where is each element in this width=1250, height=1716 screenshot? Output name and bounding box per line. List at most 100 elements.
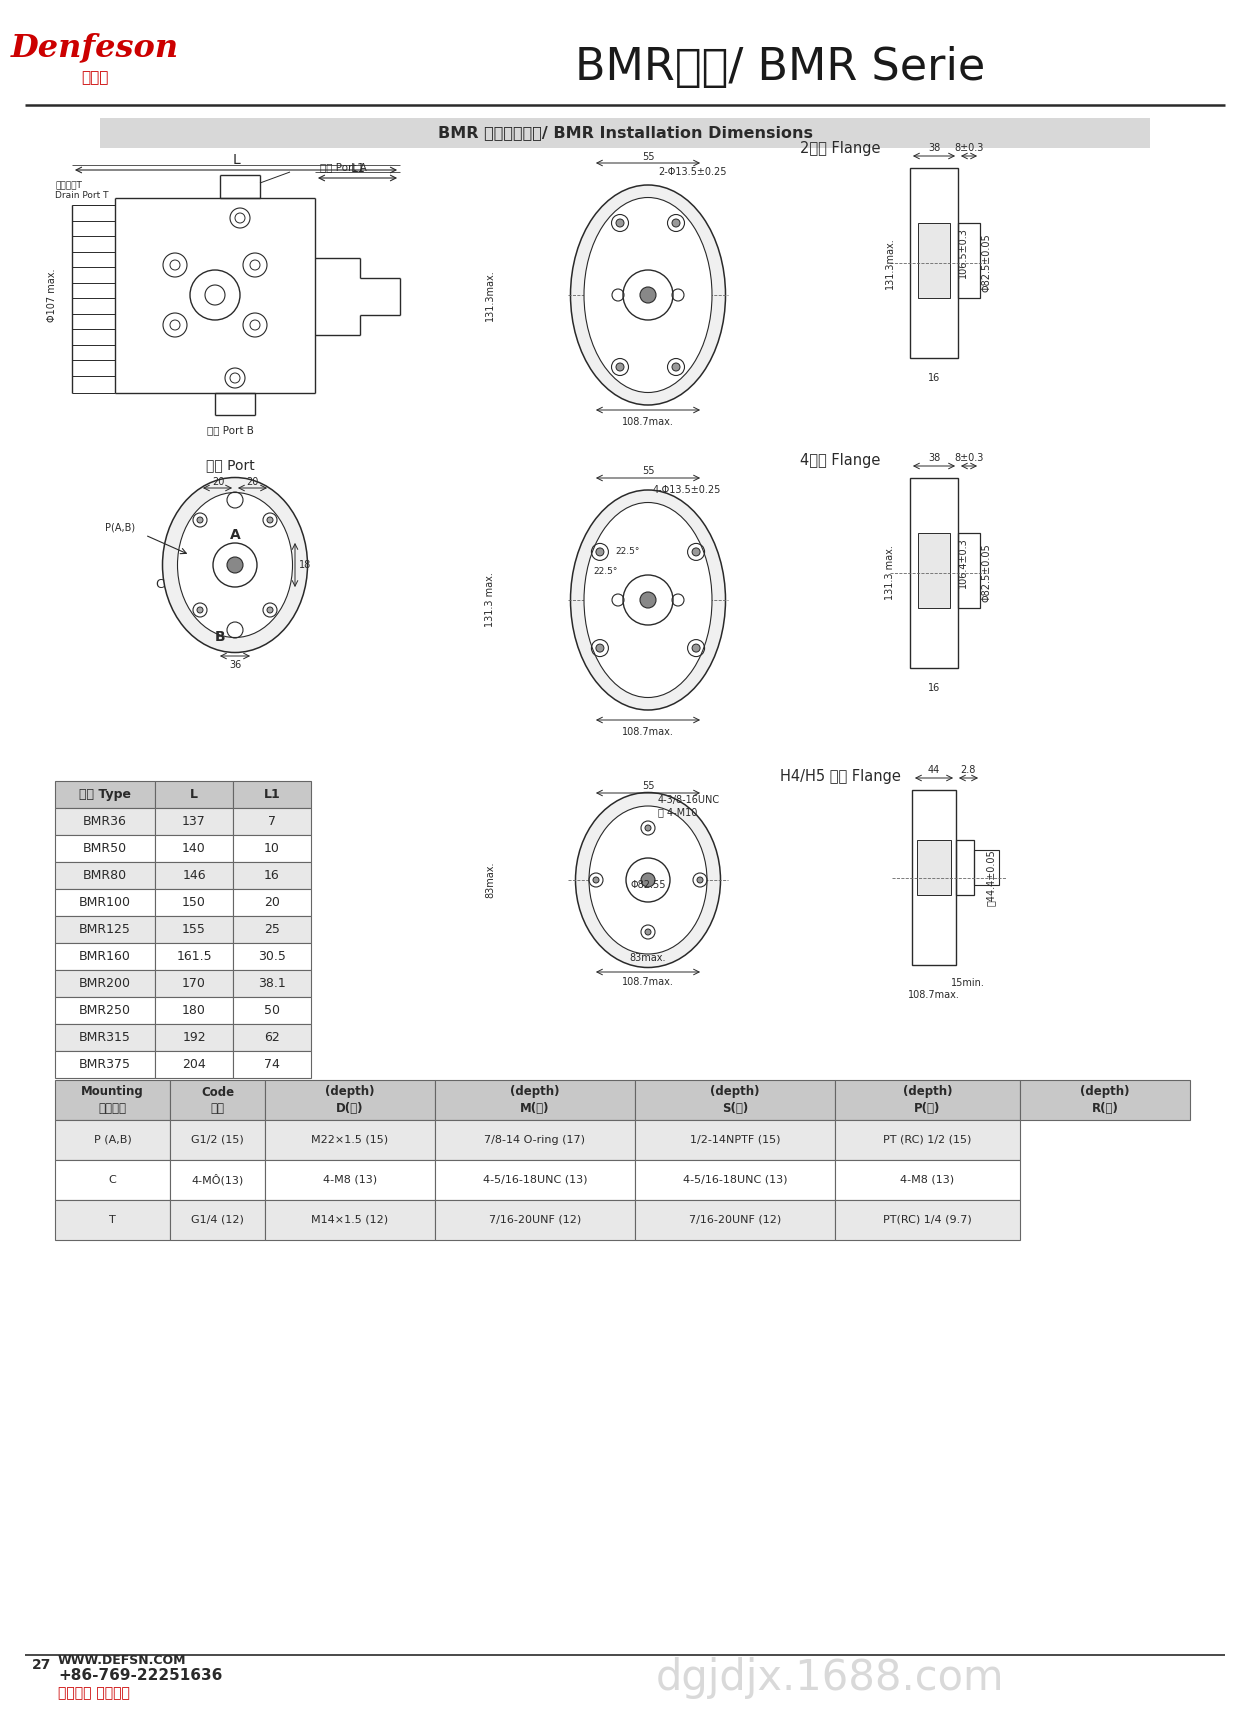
Text: 或 4-M10: 或 4-M10 bbox=[658, 807, 698, 817]
Circle shape bbox=[645, 825, 651, 831]
Bar bbox=[232, 861, 311, 889]
Text: 74: 74 bbox=[264, 1059, 280, 1071]
Text: ΢44.4±0.05: ΢44.4±0.05 bbox=[986, 849, 996, 906]
Text: 7/16-20UNF (12): 7/16-20UNF (12) bbox=[489, 1215, 581, 1225]
Text: 2.8: 2.8 bbox=[960, 765, 976, 776]
Text: 55: 55 bbox=[641, 781, 654, 791]
Bar bbox=[974, 849, 999, 885]
Bar bbox=[958, 534, 980, 607]
Bar bbox=[918, 223, 950, 299]
Bar bbox=[265, 1121, 435, 1160]
Text: BMR系列/ BMR Serie: BMR系列/ BMR Serie bbox=[575, 46, 985, 89]
Text: M14×1.5 (12): M14×1.5 (12) bbox=[311, 1215, 389, 1225]
Bar bbox=[155, 861, 232, 889]
Text: 108.7max.: 108.7max. bbox=[622, 976, 674, 987]
Bar bbox=[155, 889, 232, 916]
Circle shape bbox=[645, 928, 651, 935]
Text: 2法兰 Flange: 2法兰 Flange bbox=[800, 141, 880, 156]
Text: 170: 170 bbox=[182, 976, 206, 990]
Text: dgjdjx.1688.com: dgjdjx.1688.com bbox=[656, 1658, 1004, 1699]
Circle shape bbox=[592, 877, 599, 884]
Ellipse shape bbox=[575, 793, 720, 968]
Bar bbox=[435, 1079, 635, 1121]
Text: WWW.DEFSN.COM: WWW.DEFSN.COM bbox=[58, 1654, 186, 1666]
Text: G1/2 (15): G1/2 (15) bbox=[191, 1134, 244, 1145]
Bar bbox=[55, 1160, 170, 1199]
Text: M22×1.5 (15): M22×1.5 (15) bbox=[311, 1134, 389, 1145]
Text: 2-Φ13.5±0.25: 2-Φ13.5±0.25 bbox=[658, 166, 726, 177]
Bar bbox=[155, 836, 232, 861]
Text: BMR50: BMR50 bbox=[82, 843, 127, 855]
Text: 外漏油口T: 外漏油口T bbox=[55, 180, 82, 189]
Text: 油口 Port A: 油口 Port A bbox=[320, 161, 368, 172]
Text: 62: 62 bbox=[264, 1031, 280, 1043]
Circle shape bbox=[596, 547, 604, 556]
Bar bbox=[956, 841, 974, 896]
Text: BMR375: BMR375 bbox=[79, 1059, 131, 1071]
Text: 106.5±0.3: 106.5±0.3 bbox=[958, 228, 968, 278]
Bar bbox=[435, 1121, 635, 1160]
Text: Denfeson: Denfeson bbox=[11, 33, 179, 63]
Circle shape bbox=[640, 592, 656, 607]
Text: 155: 155 bbox=[182, 923, 206, 935]
Text: 55: 55 bbox=[641, 467, 654, 475]
Text: 4法兰 Flange: 4法兰 Flange bbox=[800, 453, 880, 467]
Bar bbox=[55, 1079, 170, 1121]
Text: BMR315: BMR315 bbox=[79, 1031, 131, 1043]
Text: 108.7max.: 108.7max. bbox=[622, 728, 674, 736]
Text: L1: L1 bbox=[264, 788, 280, 801]
Bar bbox=[55, 861, 155, 889]
Bar bbox=[232, 916, 311, 944]
Bar bbox=[55, 916, 155, 944]
Text: 18: 18 bbox=[299, 559, 311, 570]
Bar bbox=[100, 118, 1150, 148]
Bar bbox=[910, 479, 958, 668]
Bar bbox=[55, 1024, 155, 1050]
Text: P(深): P(深) bbox=[914, 1102, 941, 1114]
Text: Mounting: Mounting bbox=[81, 1086, 144, 1098]
Text: 22.5°: 22.5° bbox=[616, 547, 640, 556]
Ellipse shape bbox=[570, 185, 725, 405]
Text: (depth): (depth) bbox=[1080, 1086, 1130, 1098]
Bar bbox=[55, 1121, 170, 1160]
Text: 驱动世界 传动全球: 驱动世界 传动全球 bbox=[58, 1687, 130, 1701]
Text: 108.7max.: 108.7max. bbox=[622, 417, 674, 427]
Text: 连接形式: 连接形式 bbox=[99, 1102, 126, 1114]
Text: PT(RC) 1/4 (9.7): PT(RC) 1/4 (9.7) bbox=[882, 1215, 973, 1225]
Text: 注口 Port: 注口 Port bbox=[205, 458, 255, 472]
Bar bbox=[55, 1199, 170, 1241]
Text: 10: 10 bbox=[264, 843, 280, 855]
Circle shape bbox=[672, 220, 680, 227]
Text: 140: 140 bbox=[182, 843, 206, 855]
Text: 131.3max.: 131.3max. bbox=[485, 269, 495, 321]
Bar bbox=[155, 1024, 232, 1050]
Text: 161.5: 161.5 bbox=[176, 951, 211, 963]
Text: 代号: 代号 bbox=[210, 1102, 225, 1114]
Text: P(A,B): P(A,B) bbox=[105, 522, 135, 532]
Bar bbox=[170, 1121, 265, 1160]
Text: 15min.: 15min. bbox=[951, 978, 985, 988]
Text: 油口 Port B: 油口 Port B bbox=[206, 426, 254, 434]
Text: 38: 38 bbox=[928, 142, 940, 153]
Text: 192: 192 bbox=[182, 1031, 206, 1043]
Text: BMR250: BMR250 bbox=[79, 1004, 131, 1018]
Text: +86-769-22251636: +86-769-22251636 bbox=[58, 1668, 222, 1682]
Text: 7/16-20UNF (12): 7/16-20UNF (12) bbox=[689, 1215, 781, 1225]
Text: 83max.: 83max. bbox=[630, 952, 666, 963]
Text: M(深): M(深) bbox=[520, 1102, 550, 1114]
Circle shape bbox=[616, 220, 624, 227]
Text: D(深): D(深) bbox=[336, 1102, 364, 1114]
Text: 55: 55 bbox=[641, 153, 654, 161]
Text: C: C bbox=[109, 1175, 116, 1186]
Bar bbox=[55, 889, 155, 916]
Text: L1: L1 bbox=[350, 161, 365, 175]
Bar bbox=[232, 997, 311, 1024]
Text: Φ82.5±0.05: Φ82.5±0.05 bbox=[981, 544, 991, 602]
Text: 4-Φ13.5±0.25: 4-Φ13.5±0.25 bbox=[652, 486, 721, 494]
Text: BMR36: BMR36 bbox=[82, 815, 127, 829]
Text: 137: 137 bbox=[182, 815, 206, 829]
Bar bbox=[55, 836, 155, 861]
Bar bbox=[170, 1079, 265, 1121]
Circle shape bbox=[268, 517, 272, 523]
Text: R(深): R(深) bbox=[1091, 1102, 1119, 1114]
